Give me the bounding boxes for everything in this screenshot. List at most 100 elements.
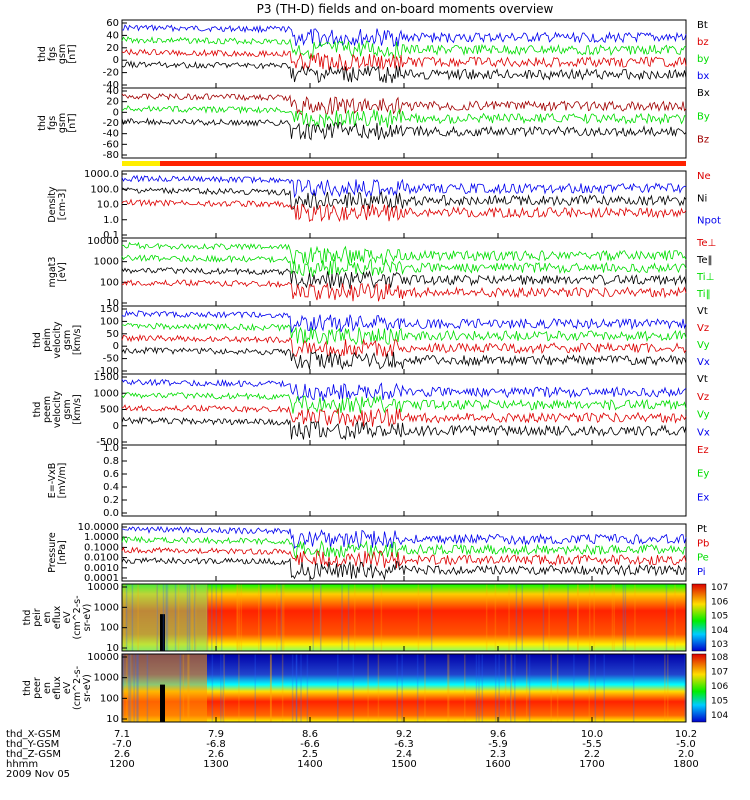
spectrogram-streak xyxy=(588,654,591,722)
legend-bz: bz xyxy=(697,37,709,48)
spectrogram-streak xyxy=(508,584,510,651)
spectrogram-streak xyxy=(521,584,523,651)
y-tick-label: 100 xyxy=(100,693,119,704)
y-axis-label: thd xyxy=(32,332,43,348)
spectrogram-streak xyxy=(137,584,139,651)
y-axis-label: E=-VxB xyxy=(47,463,58,498)
spectrogram-streak xyxy=(665,584,668,651)
spectrogram-streak xyxy=(191,584,193,651)
spectrogram-streak xyxy=(674,584,676,651)
y-axis-label: eV xyxy=(62,611,73,624)
trace-Ti⊥ xyxy=(121,254,687,277)
legend-Ti⊥: Ti⊥ xyxy=(696,272,714,283)
spectrogram-streak xyxy=(156,584,158,651)
spectrogram-streak xyxy=(238,654,240,722)
spectrogram-streak xyxy=(254,654,257,722)
legend-Ne: Ne xyxy=(697,171,711,182)
y-tick-label: 1000 xyxy=(94,673,119,684)
spectrogram-streak xyxy=(475,654,478,722)
y-axis-label: eV xyxy=(62,681,73,694)
trace-Ti‖ xyxy=(121,241,687,266)
legend-Pb: Pb xyxy=(697,538,709,549)
panel-frame xyxy=(121,170,687,239)
spectrogram-streak xyxy=(567,584,569,651)
y-axis-label: [km/s] xyxy=(72,325,83,355)
y-tick-label: 0.8 xyxy=(103,456,119,467)
panel-ele_spec: 108 107 106 105 104 10000 1000 100 10 thd peer en ef… xyxy=(22,652,728,725)
y-axis-label: [mV/m] xyxy=(57,463,68,499)
spectrogram-streak xyxy=(319,584,322,651)
y-axis-label: thd xyxy=(32,402,43,418)
data-gap xyxy=(160,684,165,722)
spectrogram-streak xyxy=(401,654,403,722)
y-axis-label: mgat3 xyxy=(47,257,58,288)
legend-by: by xyxy=(697,54,709,65)
spectrogram-streak xyxy=(187,654,189,722)
spectrogram-streak xyxy=(380,584,383,651)
y-tick-label: 100 xyxy=(100,316,119,327)
trace-by xyxy=(121,36,687,59)
y-axis-label: [cm-3] xyxy=(57,189,68,220)
legend-Bz: Bz xyxy=(697,135,709,146)
y-tick-label: 10 xyxy=(106,714,119,725)
legend-Te⊥: Te⊥ xyxy=(696,238,716,249)
spectrogram-streak xyxy=(632,654,635,722)
legend-Pt: Pt xyxy=(697,524,707,535)
legend-Vt: Vt xyxy=(697,374,708,385)
legend-Vt: Vt xyxy=(697,306,708,317)
ephemeris-value: 2.6 xyxy=(114,749,130,760)
legend-Ex: Ex xyxy=(697,492,709,503)
legend-Bx: Bx xyxy=(697,88,710,99)
y-axis-label: gsm xyxy=(62,330,73,350)
spectrogram-streak xyxy=(515,584,518,651)
spectrogram-streak xyxy=(577,584,579,651)
legend-Vz: Vz xyxy=(697,323,709,334)
legend-Ni: Ni xyxy=(697,193,707,204)
spectrogram-streak xyxy=(448,654,450,722)
ephemeris-value: 10.0 xyxy=(581,729,603,740)
trace-Vx xyxy=(121,378,687,402)
spectrogram-streak xyxy=(276,584,278,651)
spectrogram-streak xyxy=(130,654,132,722)
y-axis-label: peem xyxy=(42,396,53,423)
trace-Te⊥ xyxy=(121,278,687,302)
y-axis-label: peim xyxy=(42,328,53,352)
spectrogram-streak xyxy=(504,654,507,722)
y-tick-label: 1.0000 xyxy=(84,532,119,543)
y-tick-label: 150 xyxy=(100,304,119,315)
y-axis-label: en xyxy=(42,612,53,624)
spectrogram-streak xyxy=(430,584,433,651)
panel-density: 1000.0 100.0 10.0 1.0 0.1 Density [cm-3] Ne Ni Np… xyxy=(47,169,721,241)
trace-Pi xyxy=(122,525,687,549)
spectrogram-streak xyxy=(270,654,272,722)
ephemeris-value: 2.3 xyxy=(490,749,506,760)
spectrogram-streak xyxy=(337,654,339,722)
spectrogram-streak xyxy=(236,584,238,651)
trace-bz xyxy=(121,48,687,72)
y-tick-label: 0 xyxy=(113,341,119,352)
y-axis-label: thd xyxy=(37,46,48,62)
spectrogram-streak xyxy=(300,654,302,722)
spectrogram-streak xyxy=(494,584,497,651)
spectrogram-streak xyxy=(188,584,191,651)
y-tick-label: 100 xyxy=(100,277,119,288)
y-axis-label: gsm xyxy=(57,44,68,64)
y-axis-label: thd xyxy=(22,680,33,696)
spectrogram-streak xyxy=(622,584,625,651)
y-axis-label: [nPa] xyxy=(57,540,68,565)
spectrogram-streak xyxy=(238,584,241,651)
trace-bx xyxy=(121,24,687,47)
spectrogram-streak xyxy=(222,654,225,722)
spectrogram-streak xyxy=(295,654,298,722)
spectrogram-streak xyxy=(684,654,686,722)
spectrogram-streak xyxy=(260,584,262,651)
mode-bar-slow xyxy=(122,161,160,166)
trace-Npot xyxy=(121,174,687,199)
y-axis-label: Density xyxy=(47,186,58,222)
spectrogram-streak xyxy=(236,584,239,651)
y-axis-label: velocity xyxy=(52,391,63,429)
legend-Te‖: Te‖ xyxy=(696,255,713,266)
spectrogram-streak xyxy=(206,584,208,651)
